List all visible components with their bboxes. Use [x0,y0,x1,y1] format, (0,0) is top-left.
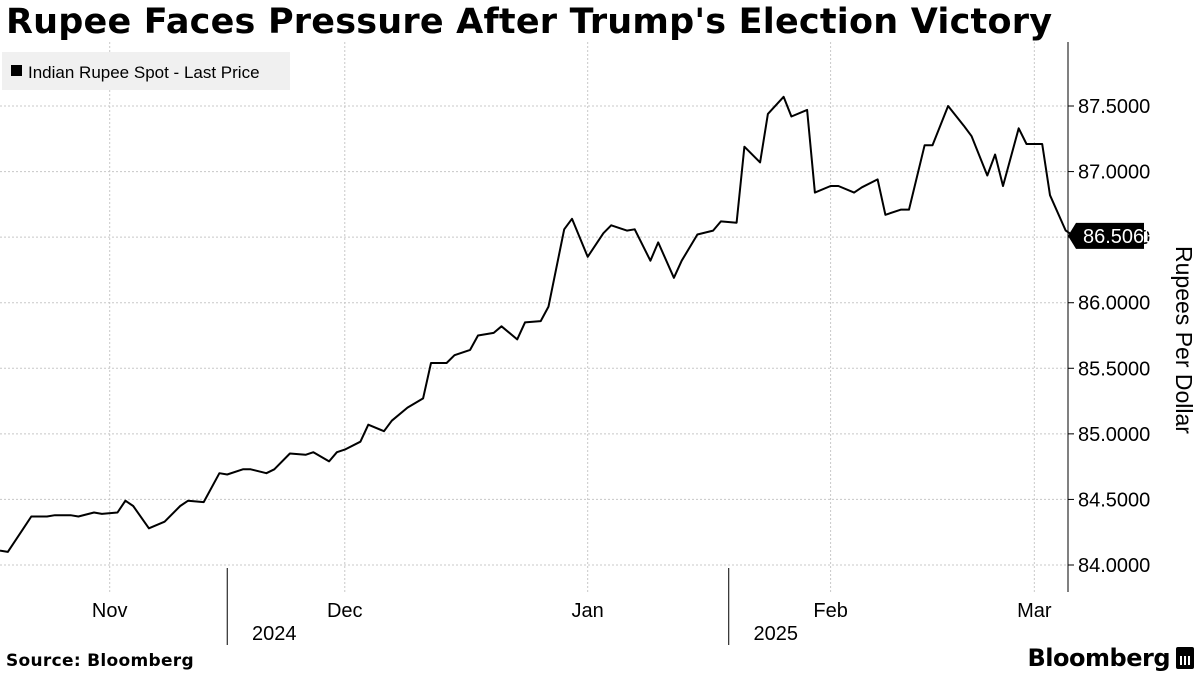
x-year-label: 2025 [753,623,798,645]
grid-lines [0,42,1074,592]
legend-box [2,52,290,90]
x-tick-label: Jan [572,600,604,622]
y-tick-label: 86.0000 [1078,293,1150,315]
bloomberg-chart-icon [1176,647,1194,669]
chart-title: Rupee Faces Pressure After Trump's Elect… [6,2,1053,42]
source-label: Source: Bloomberg [6,651,194,671]
x-tick-label: Nov [92,600,128,622]
x-tick-label: Mar [1017,600,1052,622]
last-value-label: 86.5063 [1083,226,1155,248]
y-tick-label: 87.5000 [1078,96,1150,118]
legend-entry: Indian Rupee Spot - Last Price [28,63,260,82]
y-tick-label: 85.5000 [1078,358,1150,380]
last-value-tag: 86.5063 [1068,222,1155,249]
y-axis-label: Rupees Per Dollar [1171,246,1197,434]
y-tick-label: 84.5000 [1078,489,1150,511]
y-axis: 84.000084.500085.000085.500086.000086.50… [1067,42,1150,592]
x-tick-label: Feb [813,600,847,622]
x-tick-label: Dec [327,600,363,622]
x-year-label: 2024 [252,623,297,645]
legend-swatch [11,65,22,76]
x-axis: Nov Dec Jan Feb Mar 2024 2025 [92,568,1052,645]
legend: Indian Rupee Spot - Last Price [2,52,290,90]
series-line [0,95,1075,553]
brand-name: Bloomberg [1027,644,1171,672]
y-tick-label: 87.0000 [1078,162,1150,184]
last-value-tag-bg [1068,222,1144,249]
brand-logo: Bloomberg [1028,644,1194,672]
y-tick-label: 85.0000 [1078,424,1150,446]
y-tick-label: 84.0000 [1078,555,1150,577]
series-layer: 86.5063 [0,95,1155,553]
